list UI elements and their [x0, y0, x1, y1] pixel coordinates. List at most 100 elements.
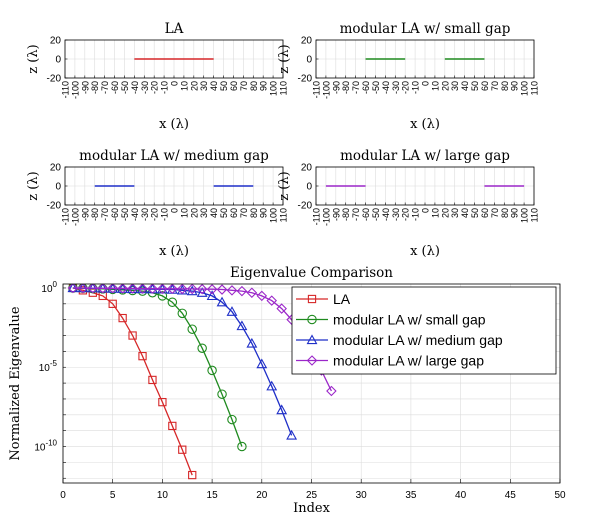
x-tick-label: 50	[554, 490, 566, 501]
x-tick-label: -80	[341, 81, 351, 94]
x-tick-label: 50	[219, 81, 229, 91]
x-tick-label: 30	[356, 490, 368, 501]
x-tick-label: -10	[160, 81, 170, 94]
x-tick-label: 80	[500, 208, 510, 218]
x-tick-label: -70	[351, 81, 361, 94]
data-point	[227, 414, 237, 425]
data-point	[276, 404, 288, 415]
x-tick-label: 110	[279, 81, 289, 95]
x-tick-label: -50	[371, 81, 381, 94]
x-tick-label: -40	[381, 81, 391, 94]
x-tick-label: 30	[199, 208, 209, 218]
x-tick-label: 50	[470, 81, 480, 91]
x-tick-label: -70	[100, 208, 110, 221]
data-point	[158, 397, 167, 407]
x-tick-label: -30	[391, 208, 401, 221]
x-tick-label: -20	[401, 208, 411, 221]
array-panel-2: -110 -100 -90 -80 -70 -60 -50 -40 -30 -20 -10 0 10 20…	[277, 21, 540, 132]
data-point	[118, 313, 127, 323]
data-point	[217, 389, 227, 399]
data-point	[137, 284, 148, 294]
legend-marker	[307, 314, 317, 325]
legend-entry: modular LA w/ medium gap	[333, 332, 503, 348]
series-line-4	[72, 287, 332, 392]
data-point	[226, 285, 238, 296]
y-tick-label: -20	[47, 201, 62, 212]
x-axis-label: x (λ)	[159, 244, 189, 259]
data-point	[128, 331, 137, 340]
data-point	[188, 470, 197, 480]
series-line-3	[72, 287, 293, 436]
x-tick-label: 10	[430, 208, 440, 218]
data-point	[138, 351, 147, 361]
legend-entry: modular LA w/ small gap	[333, 312, 486, 328]
x-tick-label: 10	[179, 208, 189, 218]
x-tick-label: -110	[312, 208, 322, 225]
x-tick-label: 70	[490, 81, 500, 91]
x-tick-label: 30	[450, 208, 460, 218]
x-tick-label: 20	[440, 81, 450, 91]
data-point	[266, 380, 278, 391]
x-tick-label: 0	[170, 81, 180, 86]
data-point	[108, 299, 117, 308]
eigenvalue-plot: 0 5 10 15 20 25 30 35 40 45 50 100 10-5 10-10 Eigenval…	[8, 265, 566, 516]
x-tick-label: 100	[520, 81, 530, 96]
x-tick-label: -110	[312, 81, 322, 98]
x-tick-label: 10	[430, 81, 440, 91]
x-tick-label: 10	[179, 81, 189, 91]
legend-box	[291, 286, 557, 375]
x-tick-label: -20	[150, 208, 160, 221]
data-point	[177, 308, 188, 319]
x-tick-label: -100	[70, 208, 80, 226]
x-tick-label: 110	[279, 208, 289, 222]
x-tick-label: -100	[321, 81, 331, 99]
x-tick-label: 60	[229, 81, 239, 91]
y-tick-label: 20	[50, 163, 62, 174]
x-tick-label: -30	[140, 81, 150, 94]
y-tick-label: 0	[55, 55, 61, 66]
x-tick-label: -50	[120, 208, 130, 221]
data-point	[246, 287, 258, 298]
x-tick-label: -60	[361, 208, 371, 221]
x-tick-label: 90	[259, 208, 269, 218]
data-point	[246, 337, 258, 348]
data-point	[117, 284, 128, 294]
x-tick-label: -110	[61, 81, 71, 98]
x-tick-label: -90	[331, 208, 341, 221]
data-point	[77, 284, 89, 294]
data-point	[127, 284, 138, 294]
data-point	[178, 445, 187, 454]
x-tick-label: 35	[405, 490, 417, 501]
y-tick-label: 0	[55, 182, 61, 193]
data-point	[196, 284, 208, 295]
x-tick-label: -70	[351, 208, 361, 221]
x-tick-label: -80	[341, 208, 351, 221]
x-tick-label: 40	[209, 81, 219, 91]
data-point	[237, 441, 247, 452]
x-tick-label: 40	[460, 81, 470, 91]
x-tick-label: -80	[90, 81, 100, 94]
array-panel-1: -110 -100 -90 -80 -70 -60 -50 -40 -30 -20 -10 0 10 20…	[26, 21, 289, 132]
x-tick-label: -50	[120, 81, 130, 94]
y-tick-label: -20	[47, 74, 62, 85]
x-tick-label: 25	[306, 490, 318, 501]
x-tick-label: -60	[110, 81, 120, 94]
x-tick-label: -10	[160, 208, 170, 221]
x-tick-label: 80	[249, 81, 259, 91]
x-tick-label: 30	[450, 81, 460, 91]
legend-marker	[306, 334, 318, 345]
y-tick-label: -20	[298, 201, 313, 212]
legend-entry: modular LA w/ large gap	[333, 353, 484, 369]
x-tick-label: 5	[110, 490, 116, 501]
data-point	[256, 290, 268, 302]
x-tick-label: 100	[520, 208, 530, 223]
x-tick-label: 40	[460, 208, 470, 218]
data-point	[286, 429, 298, 440]
data-point	[236, 285, 248, 297]
x-tick-label: -100	[70, 81, 80, 99]
data-point	[97, 284, 109, 294]
y-tick-label: -20	[298, 74, 313, 85]
x-tick-label: 50	[470, 208, 480, 218]
x-tick-label: -110	[61, 208, 71, 225]
x-tick-label: -20	[401, 81, 411, 94]
